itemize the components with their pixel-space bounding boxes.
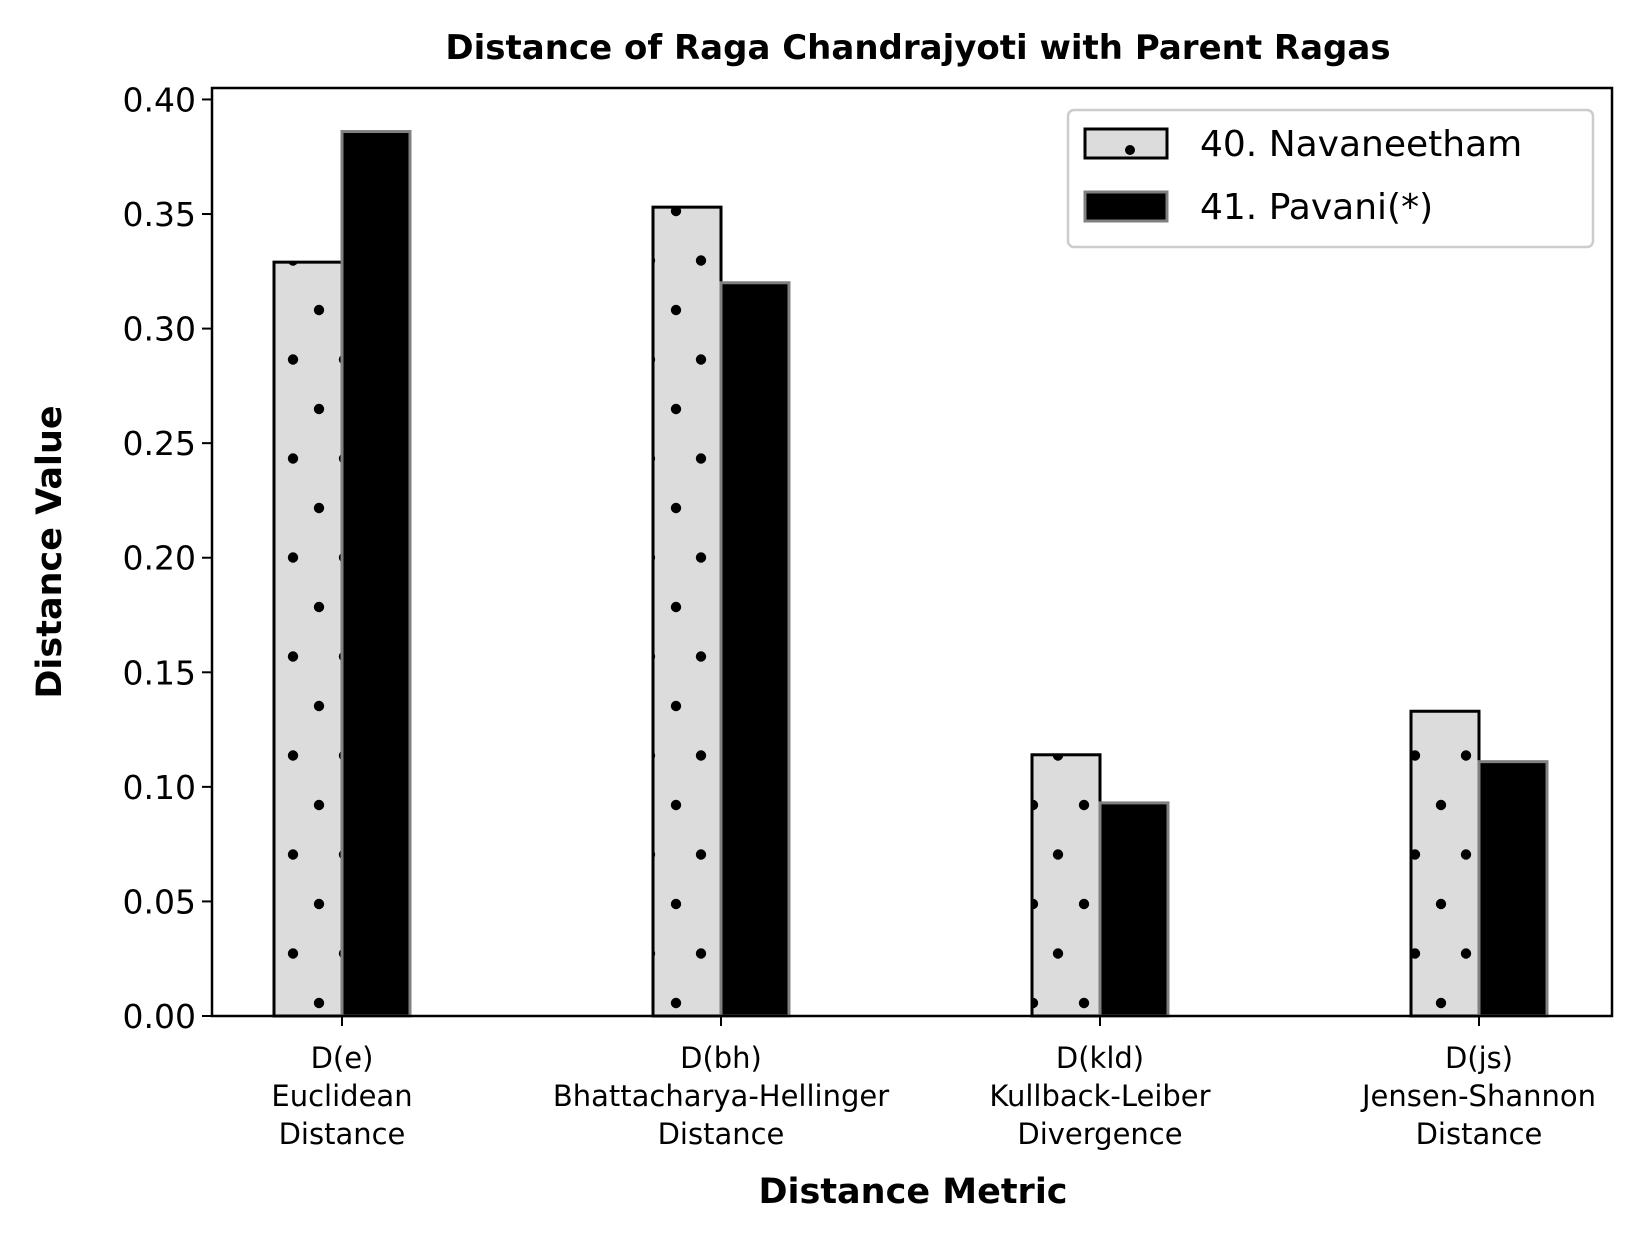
legend-swatch-pavani	[1083, 190, 1169, 223]
x-axis-label: Distance Metric	[758, 1172, 1067, 1212]
y-tick-label: 0.05	[123, 882, 196, 921]
x-tick-label: Distance	[279, 1117, 406, 1151]
y-tick-label: 0.20	[123, 539, 196, 578]
x-tick-label: Bhattacharya-Hellinger	[553, 1079, 889, 1113]
x-tick-label: D(e)	[311, 1041, 374, 1075]
y-tick-label: 0.25	[123, 424, 196, 463]
x-tick-label: Jensen-Shannon	[1360, 1079, 1596, 1113]
legend-label: 40. Navaneetham	[1200, 124, 1522, 165]
x-tick-label: Divergence	[1017, 1117, 1182, 1151]
x-tick-label: Euclidean	[271, 1079, 412, 1113]
bar-navaneetham	[1409, 709, 1481, 1018]
legend-swatch-dot	[1125, 145, 1135, 155]
legend: 40. Navaneetham 41. Pavani(*)	[1066, 108, 1595, 249]
x-tick-label: D(js)	[1445, 1041, 1513, 1075]
plot-frame	[210, 86, 1614, 1018]
x-tick-label: Distance	[1416, 1117, 1543, 1151]
y-tick-label: 0.40	[123, 80, 196, 119]
bar-pavani	[1098, 801, 1170, 1018]
x-tick-label: Kullback-Leiber	[989, 1079, 1210, 1113]
x-tick-label: Distance	[658, 1117, 785, 1151]
y-tick-label: 0.15	[123, 653, 196, 692]
bar-pavani	[719, 281, 791, 1018]
x-tick-label: D(kld)	[1056, 1041, 1144, 1075]
bar-navaneetham	[1030, 753, 1102, 1018]
y-tick-label: 0.10	[123, 768, 196, 807]
y-axis-label: Distance Value	[30, 405, 70, 698]
bar-pavani	[340, 130, 412, 1018]
legend-swatch-navaneetham	[1083, 127, 1169, 160]
bar-navaneetham	[272, 260, 344, 1018]
bar-navaneetham	[651, 205, 723, 1018]
plot-area: 0.00 0.05 0.10 0.15 0.20 0.25 0.30 0.35 0.40 D(e)…	[123, 80, 1614, 1151]
legend-label: 41. Pavani(*)	[1200, 187, 1433, 228]
y-tick-label: 0.30	[123, 310, 196, 349]
bar-pavani	[1477, 760, 1549, 1018]
legend-box	[1066, 108, 1595, 249]
chart-title: Distance of Raga Chandrajyoti with Paren…	[445, 28, 1390, 68]
x-tick-label: D(bh)	[680, 1041, 762, 1075]
y-tick-label: 0.35	[123, 195, 196, 234]
y-tick-label: 0.00	[123, 997, 196, 1036]
